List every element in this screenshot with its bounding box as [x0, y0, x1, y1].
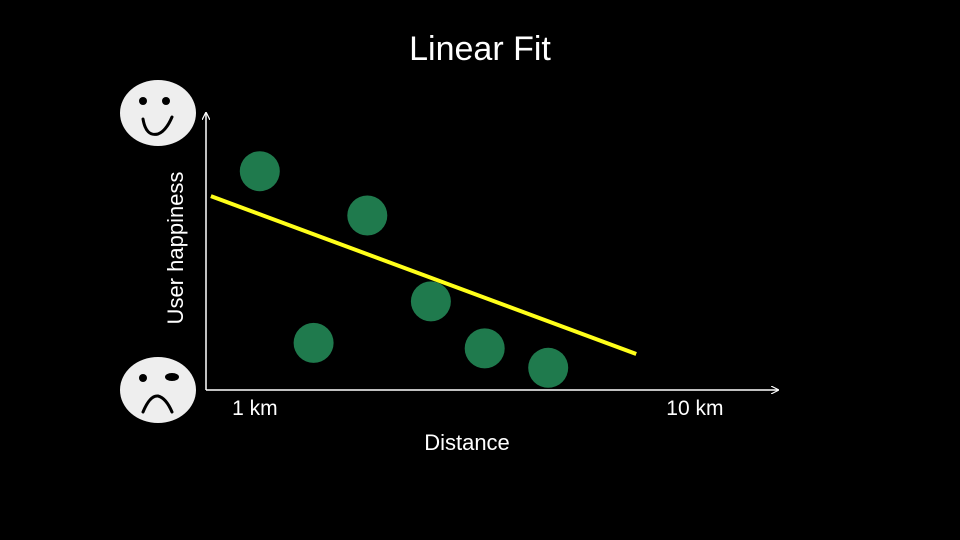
x-axis-label: Distance: [424, 430, 510, 455]
slide-title: Linear Fit: [409, 30, 551, 68]
data-point-5: [464, 328, 505, 369]
data-point-6: [528, 347, 569, 388]
frowny-face-icon: [120, 357, 196, 423]
points-layer: [239, 151, 569, 388]
data-point-2: [293, 322, 334, 363]
smiley-face-icon: [120, 80, 196, 146]
y-axis-label: User happiness: [163, 172, 188, 325]
data-point-3: [347, 195, 388, 236]
data-point-4: [410, 281, 451, 322]
x-tick-label-2: 10 km: [666, 397, 723, 420]
fit-line: [210, 194, 637, 356]
x-tick-label-1: 1 km: [232, 397, 278, 420]
x-tick-labels: 1 km 10 km: [232, 397, 723, 420]
data-point-1: [239, 151, 280, 192]
